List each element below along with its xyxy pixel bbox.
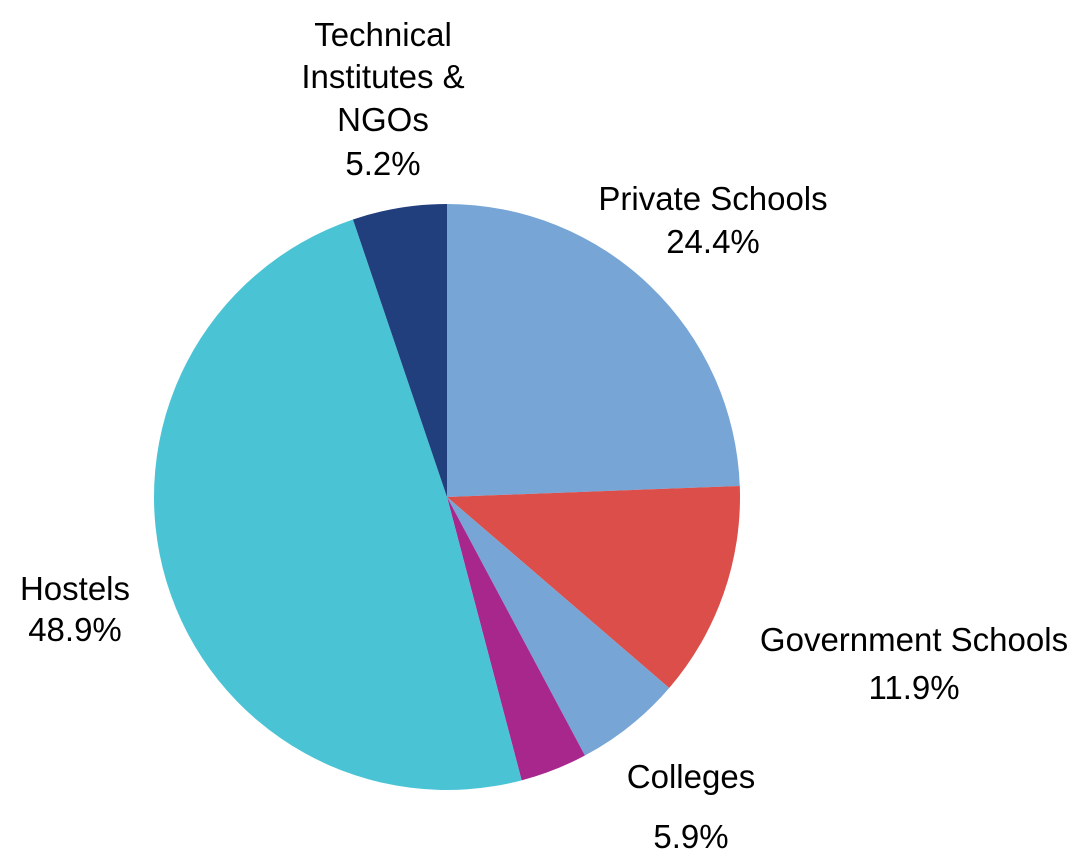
pie-label-government-schools: Government Schools 11.9% xyxy=(760,621,1068,706)
pie-slice-technical-institutes-ngos xyxy=(352,204,447,497)
pie-label-colleges: Colleges 5.9% xyxy=(627,758,755,851)
pie-slice-private-schools xyxy=(447,204,740,497)
pie-slice-unlabeled xyxy=(447,497,585,781)
pie-value-label-private-schools: 24.4% xyxy=(666,223,760,260)
pie-value-label-hostels: 48.9% xyxy=(28,611,122,648)
pie-label-hostels: Hostels 48.9% xyxy=(20,570,130,648)
pie-name-label-colleges: Colleges xyxy=(627,758,755,795)
pie-value-label-technical-institutes-ngos: 5.2% xyxy=(345,145,420,182)
pie-slice-government-schools xyxy=(447,485,740,688)
pie-value-label-government-schools: 11.9% xyxy=(868,669,959,706)
pie-name-label-technical-institutes-ngos: NGOs xyxy=(337,101,429,138)
pie-name-label-technical-institutes-ngos: Institutes & xyxy=(301,58,464,95)
pie-name-label-government-schools: Government Schools xyxy=(760,621,1068,658)
pie-slice-hostels xyxy=(153,219,522,791)
pie-name-label-hostels: Hostels xyxy=(20,570,130,607)
pie-name-label-private-schools: Private Schools xyxy=(598,180,827,217)
pie-labels: Private Schools 24.4% Government Schools 11… xyxy=(20,16,1068,851)
pie-label-technical-institutes-ngos: Technical Institutes & NGOs 5.2% xyxy=(301,16,464,182)
pie-slice-colleges xyxy=(447,497,670,756)
pie-slices xyxy=(153,204,740,791)
pie-label-private-schools: Private Schools 24.4% xyxy=(598,180,827,260)
pie-name-label-technical-institutes-ngos: Technical xyxy=(314,16,452,53)
pie-value-label-colleges: 5.9% xyxy=(653,818,728,851)
